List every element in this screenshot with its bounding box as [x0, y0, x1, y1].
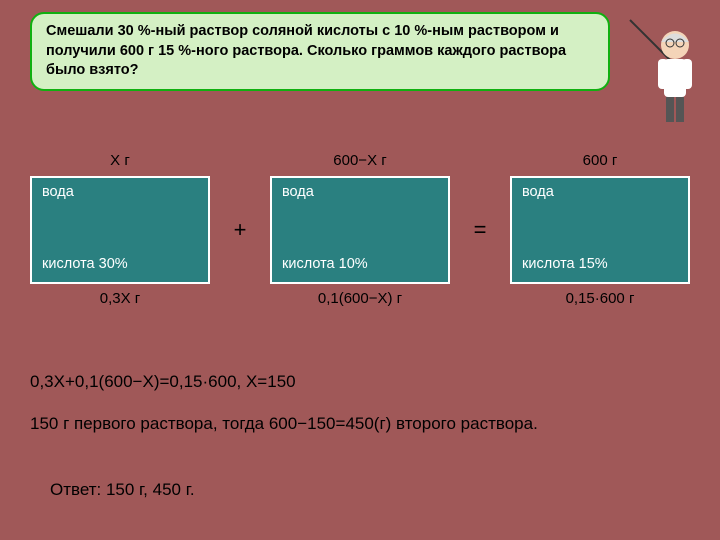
- acid-label: кислота 30%: [42, 256, 198, 272]
- problem-statement: Смешали 30 %-ный раствор соляной кислоты…: [30, 12, 610, 91]
- mass-label-3: 600 г: [510, 152, 690, 169]
- calculation-row: 0,3X г 0,1(600−X) г 0,15·600 г: [30, 290, 690, 307]
- plus-operator: +: [225, 217, 255, 243]
- mass-labels-row: X г 600−X г 600 г: [30, 152, 690, 169]
- water-label: вода: [282, 184, 438, 200]
- equation-line: 0,3X+0,1(600−X)=0,15·600, X=150: [30, 372, 296, 392]
- teacher-illustration: [620, 10, 710, 130]
- acid-label: кислота 10%: [282, 256, 438, 272]
- solution-box-2: вода кислота 10%: [270, 176, 450, 284]
- calc-3: 0,15·600 г: [510, 290, 690, 307]
- solution-box-1: вода кислота 30%: [30, 176, 210, 284]
- solution-box-3: вода кислота 15%: [510, 176, 690, 284]
- mass-label-2: 600−X г: [270, 152, 450, 169]
- final-answer: Ответ: 150 г, 450 г.: [50, 480, 195, 500]
- calc-2: 0,1(600−X) г: [270, 290, 450, 307]
- acid-label: кислота 15%: [522, 256, 678, 272]
- equals-operator: =: [465, 217, 495, 243]
- water-label: вода: [42, 184, 198, 200]
- answer-explanation: 150 г первого раствора, тогда 600−150=45…: [30, 412, 670, 436]
- water-label: вода: [522, 184, 678, 200]
- solution-boxes-row: вода кислота 30% + вода кислота 10% = во…: [30, 176, 690, 284]
- calc-1: 0,3X г: [30, 290, 210, 307]
- mass-label-1: X г: [30, 152, 210, 169]
